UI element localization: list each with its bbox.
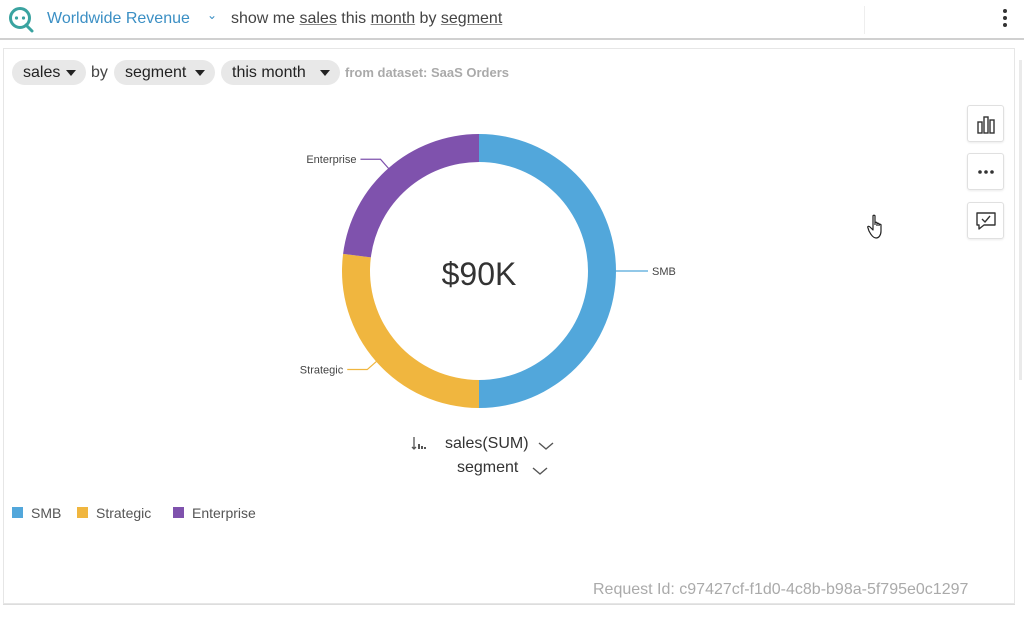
legend-item-enterprise[interactable]: Enterprise — [173, 505, 263, 521]
query-term[interactable]: segment — [440, 10, 503, 27]
divider — [864, 6, 865, 34]
more-actions-button[interactable] — [967, 153, 1004, 190]
dataset-label: from dataset: SaaS Orders — [345, 65, 510, 80]
measure-field[interactable]: sales(SUM) — [445, 435, 529, 452]
by-label: by — [91, 64, 108, 81]
group-chip[interactable]: segment — [114, 60, 215, 85]
feedback-icon — [976, 212, 996, 230]
query-word: show me — [231, 10, 300, 27]
measure-chip-label: sales — [23, 64, 61, 81]
legend-item-smb[interactable]: SMB — [12, 505, 62, 521]
change-visual-button[interactable] — [967, 105, 1004, 142]
query-word: by — [415, 10, 441, 27]
legend-label: Enterprise — [192, 505, 256, 521]
donut-slice-smb[interactable] — [479, 134, 616, 408]
period-chip-label: this month — [232, 64, 306, 81]
measure-chip[interactable]: sales — [12, 60, 86, 85]
q-logo-icon — [9, 7, 34, 33]
topic-chevron-icon[interactable]: ⌄ — [207, 8, 218, 22]
legend-label: SMB — [31, 505, 62, 521]
caret-down-icon — [66, 70, 76, 76]
divider — [3, 604, 1015, 605]
slice-label: Enterprise — [306, 154, 356, 166]
leader-line — [347, 359, 379, 371]
donut-slice-strategic[interactable] — [341, 253, 479, 408]
donut-slice-enterprise[interactable] — [343, 134, 479, 258]
legend-item-strategic[interactable]: Strategic — [77, 505, 157, 521]
feedback-button[interactable] — [967, 202, 1004, 239]
caret-down-icon — [195, 70, 205, 76]
top-bar: Worldwide Revenue ⌄ show me sales this m… — [0, 0, 1024, 40]
center-total-label: $90K — [442, 256, 517, 292]
query-word: this — [336, 10, 371, 27]
query-term[interactable]: month — [370, 10, 416, 27]
slice-label: SMB — [652, 266, 676, 278]
chevron-down-icon[interactable] — [532, 466, 548, 476]
chevron-down-icon[interactable] — [538, 441, 554, 451]
legend-label: Strategic — [96, 505, 152, 521]
query-text[interactable]: show me sales this month by segment — [231, 10, 502, 28]
scrollbar[interactable] — [1019, 60, 1022, 380]
period-chip[interactable]: this month — [221, 60, 340, 85]
group-chip-label: segment — [125, 64, 187, 81]
sort-descending-icon[interactable] — [411, 436, 429, 452]
more-options-icon[interactable] — [998, 7, 1012, 33]
group-field[interactable]: segment — [457, 459, 519, 476]
legend-swatch — [77, 507, 88, 518]
bar-chart-icon — [977, 116, 995, 134]
topic-name[interactable]: Worldwide Revenue — [47, 10, 190, 27]
leader-line — [360, 158, 391, 171]
legend-swatch — [173, 507, 184, 518]
slice-label: Strategic — [300, 365, 344, 377]
request-id: Request Id: c97427cf-f1d0-4c8b-b98a-5f79… — [593, 581, 969, 598]
caret-down-icon — [320, 70, 330, 76]
query-term[interactable]: sales — [299, 10, 337, 27]
ellipsis-icon — [978, 170, 994, 174]
hand-cursor-icon — [867, 214, 882, 239]
legend-swatch — [12, 507, 23, 518]
